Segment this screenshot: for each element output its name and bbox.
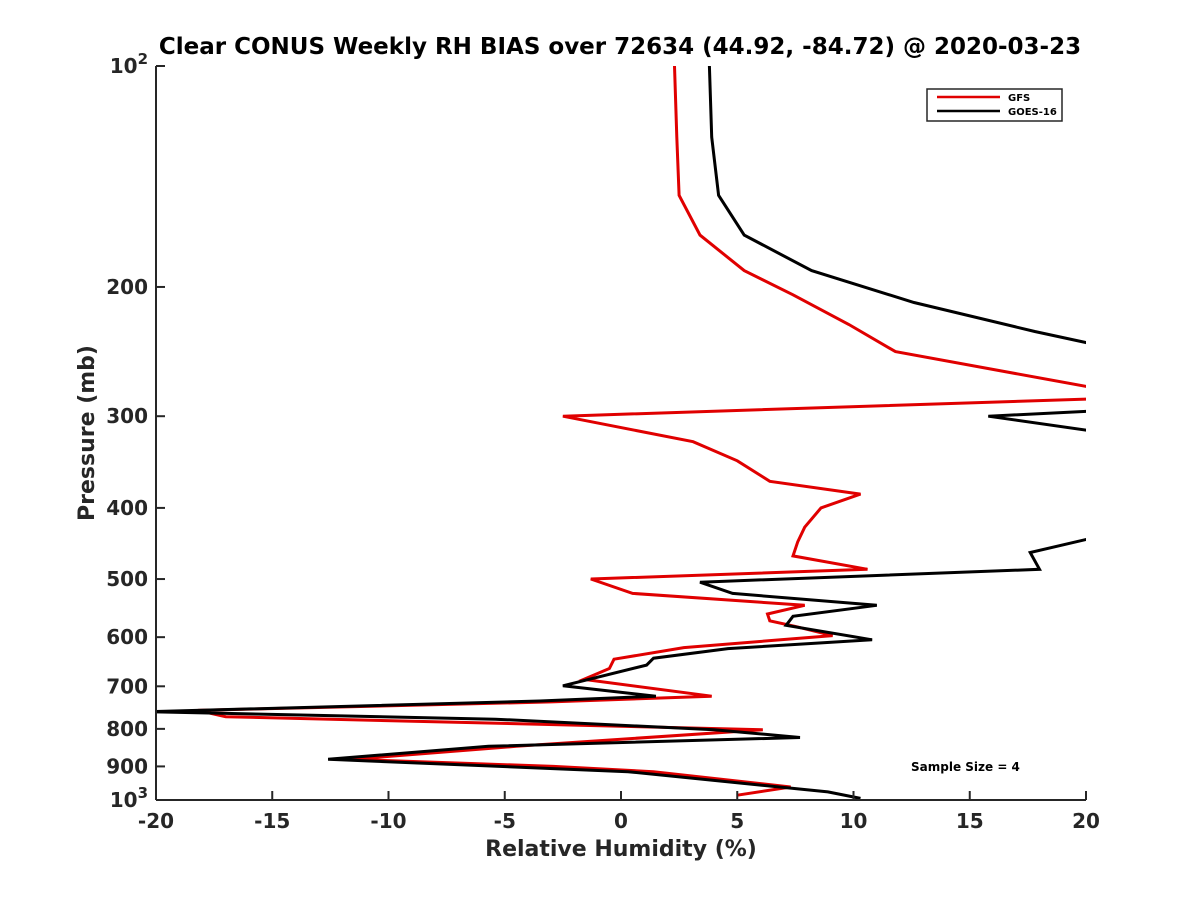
y-tick-label: 200 (106, 275, 148, 299)
x-tick-label: -20 (138, 809, 174, 833)
ticks: -20 -15 -10 -5 0 5 10 15 20 102 200 300 400 500 600 700… (106, 50, 1100, 833)
y-tick-label: 900 (106, 754, 148, 778)
x-tick-label: -15 (254, 809, 290, 833)
y-tick-label: 102 (110, 50, 148, 78)
legend-box (926, 88, 1063, 122)
x-tick-label: -10 (370, 809, 406, 833)
series-line-gfs (197, 65, 1086, 797)
y-tick-label: 300 (106, 404, 148, 428)
legend-label-gfs: GFS (1008, 93, 1030, 104)
sample-size-annotation: Sample Size = 4 (911, 760, 1020, 774)
y-axis-title: Pressure (mb) (75, 345, 100, 521)
x-tick-label: 20 (1072, 809, 1100, 833)
legend: GFS GOES-16 (926, 88, 1063, 122)
y-tick-label: 800 (106, 717, 148, 741)
x-axis-title: Relative Humidity (%) (485, 837, 757, 862)
y-tick-label: 400 (106, 496, 148, 520)
x-tick-label: 5 (730, 809, 744, 833)
x-tick-label: -5 (494, 809, 516, 833)
x-tick-label: 10 (840, 809, 868, 833)
y-tick-label: 600 (106, 625, 148, 649)
chart-title: Clear CONUS Weekly RH BIAS over 72634 (4… (159, 34, 1081, 60)
x-tick-label: 15 (956, 809, 984, 833)
plot-area (156, 65, 1086, 800)
x-tick-label: 0 (614, 809, 628, 833)
legend-label-goes16: GOES-16 (1008, 107, 1057, 118)
y-tick-label: 700 (106, 674, 148, 698)
series-line-goes16 (156, 65, 1086, 800)
y-tick-label: 103 (110, 784, 148, 812)
y-tick-label: 500 (106, 567, 148, 591)
